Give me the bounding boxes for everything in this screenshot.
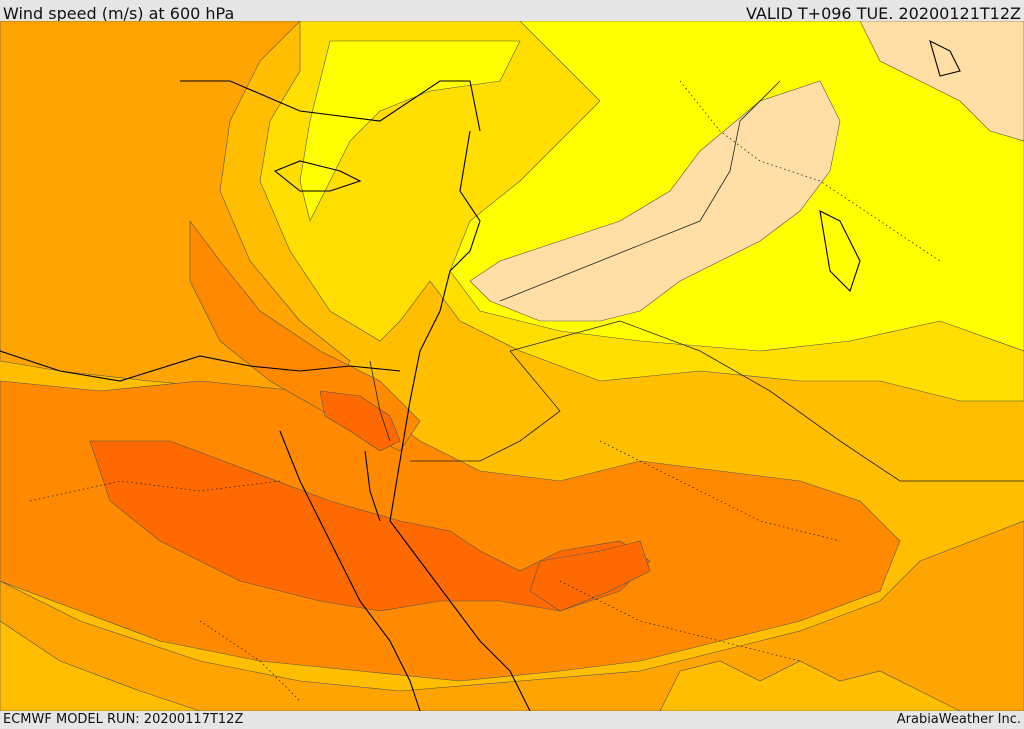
wind-band-amber-south [0, 520, 1024, 711]
coast-caspian [819, 210, 861, 293]
dotted-boundaries [29, 80, 941, 702]
coast-africa-north [0, 350, 401, 382]
wind-band-orange-upper [189, 220, 421, 452]
coast-cyprus [273, 160, 362, 192]
map-title: Wind speed (m/s) at 600 hPa [3, 4, 235, 21]
border-syria-iraq [499, 80, 781, 302]
wind-band-amber-se [659, 660, 961, 711]
border-saudi-north [509, 320, 1024, 482]
coastlines [0, 39, 961, 711]
border-jordan [410, 350, 561, 462]
wind-band-orange-dark [89, 440, 651, 612]
dotted-boundary-5 [199, 620, 301, 702]
footer-bar: ECMWF MODEL RUN: 20200117T12Z ArabiaWeat… [0, 711, 1024, 729]
coast-red-sea-east [389, 520, 531, 711]
header-bar: Wind speed (m/s) at 600 hPa VALID T+096 … [0, 0, 1024, 21]
wind-band-orange-dark-north [319, 390, 401, 452]
dotted-boundary-3 [559, 580, 801, 662]
wind-band-palest-ne [859, 21, 1024, 142]
model-run: ECMWF MODEL RUN: 20200117T12Z [3, 712, 244, 727]
dotted-boundary-4 [679, 80, 941, 262]
coast-gulf-suez [364, 450, 381, 522]
coast-north-med [180, 80, 481, 132]
wind-band-amber-sw [0, 620, 201, 711]
border-egypt-libya [369, 360, 391, 442]
coast-levant [389, 130, 481, 522]
coast-red-sea-west [279, 430, 421, 711]
credit: ArabiaWeather Inc. [896, 712, 1021, 727]
dotted-boundary-1 [29, 480, 281, 502]
borders [369, 80, 1024, 482]
wind-band-orange-dark-east [529, 540, 651, 612]
coast-lake [929, 39, 961, 77]
wind-band-yellow-west [299, 40, 521, 222]
wind-band-palest [469, 80, 841, 322]
valid-time: VALID T+096 TUE. 20200121T12Z [745, 4, 1021, 21]
wind-speed-map [0, 21, 1024, 711]
wind-band-amber [0, 21, 351, 402]
